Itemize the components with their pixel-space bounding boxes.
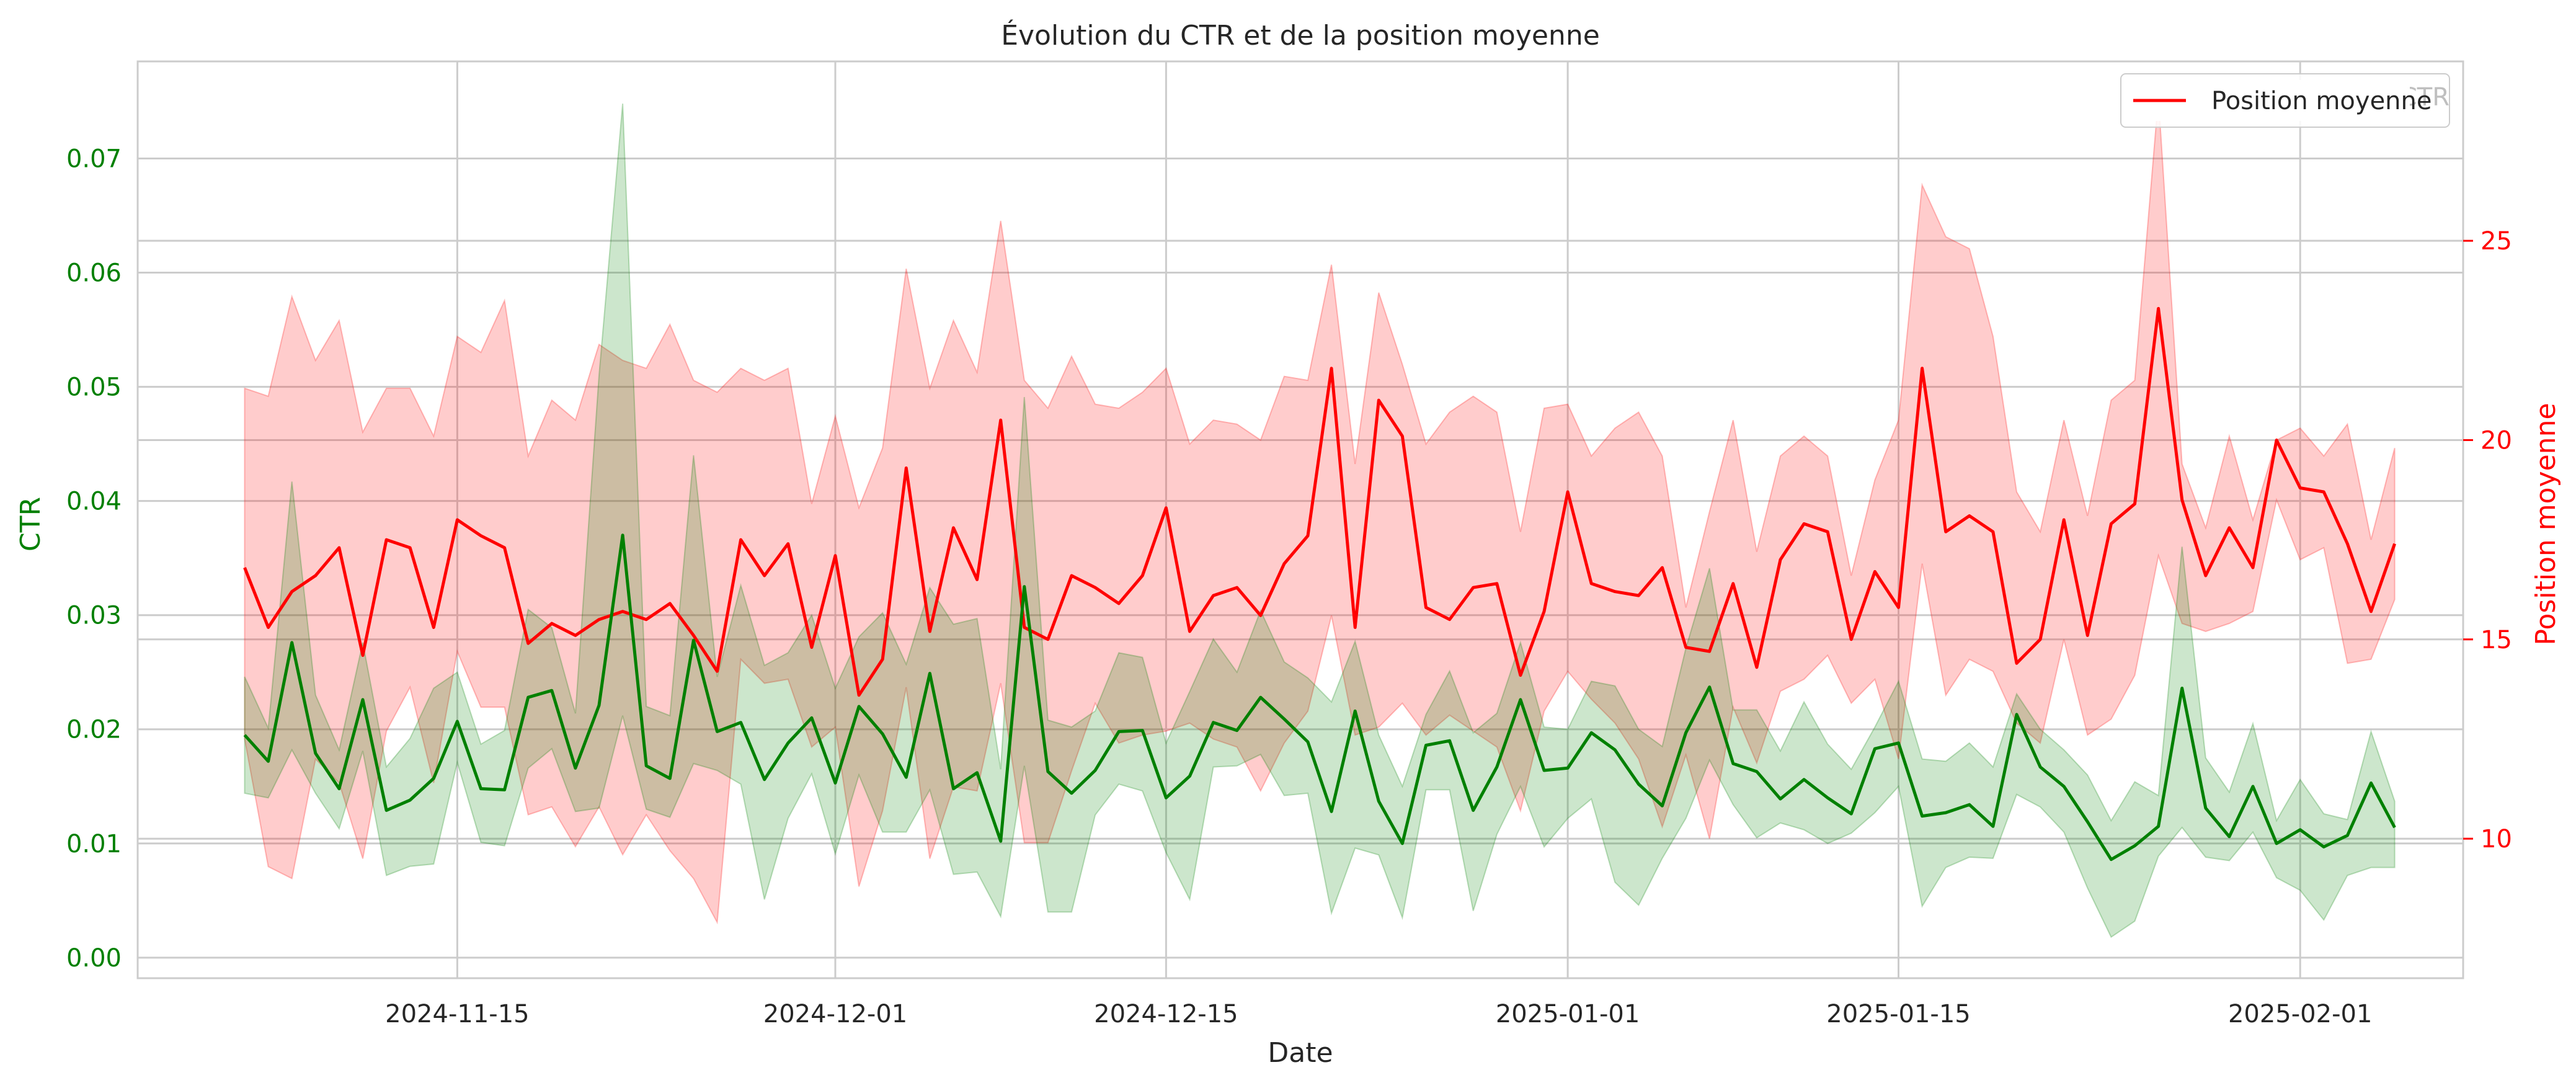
position-band: [244, 97, 2396, 925]
legend: CTR Position moyenne: [2120, 73, 2450, 128]
position-line: [243, 306, 2396, 697]
y-right-tick-label-3: 25: [2481, 227, 2512, 256]
x-tick-label-1: 2024-12-01: [763, 1000, 907, 1028]
y-right-tick-label-0: 10: [2481, 825, 2512, 854]
y-axis-label-left: CTR: [15, 497, 47, 551]
x-tick-label-3: 2025-01-01: [1496, 1000, 1640, 1028]
x-tick-label-4: 2025-01-15: [1826, 1000, 1970, 1028]
chart-title: Évolution du CTR et de la position moyen…: [1001, 19, 1600, 51]
y-right-tick-label-1: 15: [2481, 626, 2512, 654]
y-left-tick-label-7: 0.07: [66, 145, 122, 173]
y-left-tick-label-2: 0.02: [66, 716, 122, 744]
grid: [138, 61, 2463, 978]
confidence-bands: [244, 97, 2396, 939]
y-left-tick-label-5: 0.05: [66, 373, 122, 402]
plot-frame: [136, 60, 2464, 979]
x-tick-label-5: 2025-02-01: [2228, 1000, 2372, 1028]
legend-entry-position: Position moyenne: [2211, 87, 2432, 115]
y-left-tick-label-3: 0.03: [66, 602, 122, 630]
y-axis-label-right: Position moyenne: [2530, 403, 2562, 645]
series-lines: [243, 306, 2396, 862]
y-right-tick-label-2: 20: [2481, 426, 2512, 455]
y-left-tick-label-0: 0.00: [66, 944, 122, 973]
x-tick-label-2: 2024-12-15: [1094, 1000, 1238, 1028]
y-left-tick-label-6: 0.06: [66, 259, 122, 288]
ctr-band: [244, 104, 2396, 939]
y-left-tick-label-1: 0.01: [66, 830, 122, 858]
ctr-line: [243, 533, 2396, 862]
axis-ticks: 2024-11-15 2024-12-01 2024-12-15 2025-01-01…: [66, 145, 2512, 1028]
x-tick-label-0: 2024-11-15: [385, 1000, 529, 1028]
x-axis-label: Date: [1268, 1037, 1333, 1069]
y-left-tick-label-4: 0.04: [66, 488, 122, 516]
